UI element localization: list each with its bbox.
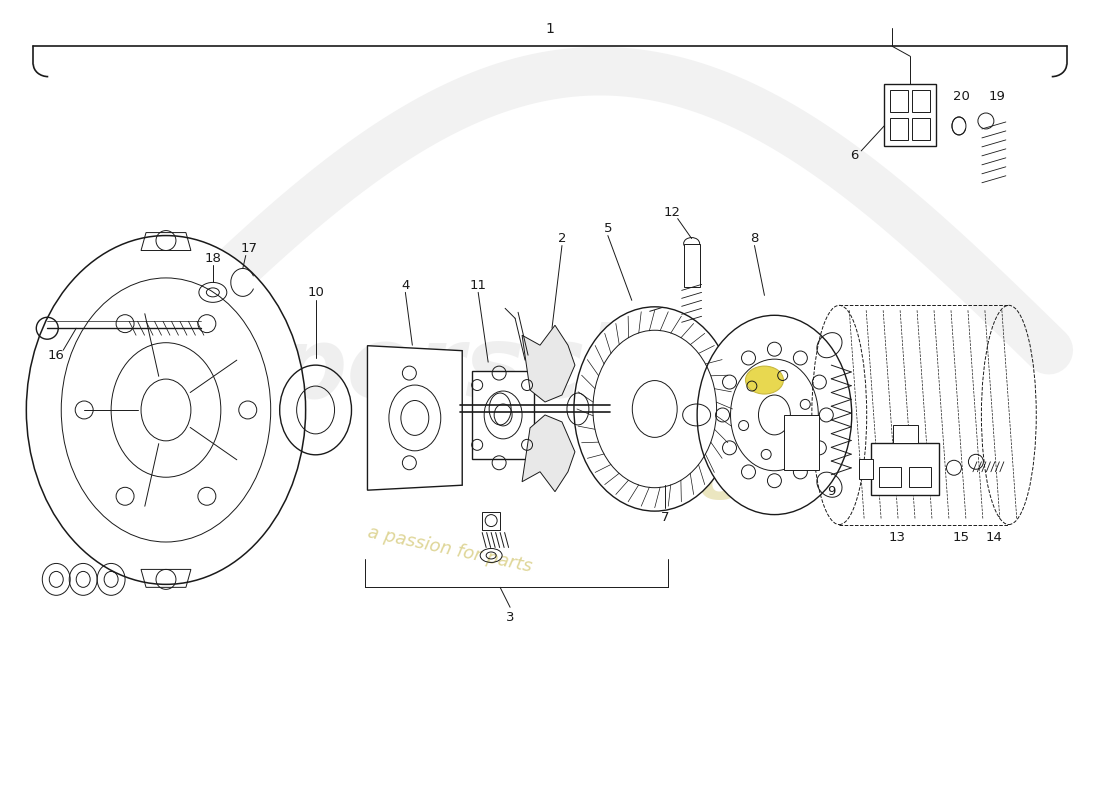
Ellipse shape bbox=[574, 307, 736, 511]
Bar bbox=[909, 466, 931, 486]
Bar bbox=[893, 425, 918, 443]
Text: 12: 12 bbox=[663, 206, 680, 219]
Bar bbox=[890, 90, 909, 112]
Ellipse shape bbox=[697, 315, 851, 514]
Text: 13: 13 bbox=[889, 531, 905, 544]
Text: 3: 3 bbox=[506, 610, 515, 624]
Ellipse shape bbox=[26, 235, 306, 584]
Ellipse shape bbox=[746, 366, 783, 394]
Bar bbox=[912, 118, 930, 140]
Bar bbox=[684, 243, 700, 287]
Text: 2: 2 bbox=[558, 232, 566, 245]
Text: 19: 19 bbox=[989, 90, 1005, 102]
Text: 8: 8 bbox=[750, 232, 759, 245]
Bar bbox=[482, 512, 500, 530]
Text: 6: 6 bbox=[850, 150, 858, 162]
Text: 16: 16 bbox=[47, 349, 65, 362]
Bar bbox=[912, 90, 930, 112]
Text: 10: 10 bbox=[307, 286, 324, 299]
Text: 1: 1 bbox=[546, 22, 554, 36]
Text: 985: 985 bbox=[650, 446, 789, 513]
Polygon shape bbox=[367, 346, 462, 490]
Text: 17: 17 bbox=[240, 242, 257, 255]
Bar bbox=[859, 458, 873, 478]
Bar bbox=[784, 415, 820, 470]
Bar bbox=[884, 84, 936, 146]
Text: a passion for parts: a passion for parts bbox=[366, 523, 535, 576]
Text: 4: 4 bbox=[402, 279, 409, 292]
Text: 11: 11 bbox=[470, 279, 486, 292]
Polygon shape bbox=[522, 415, 575, 492]
Text: 18: 18 bbox=[205, 252, 221, 265]
Text: 15: 15 bbox=[953, 531, 969, 544]
Text: 5: 5 bbox=[604, 222, 612, 235]
Text: 9: 9 bbox=[827, 485, 836, 498]
Text: 14: 14 bbox=[986, 531, 1002, 544]
Text: 7: 7 bbox=[660, 511, 669, 524]
Bar bbox=[879, 466, 901, 486]
Polygon shape bbox=[472, 371, 534, 458]
Text: 20: 20 bbox=[953, 90, 969, 102]
Bar bbox=[890, 118, 909, 140]
Bar bbox=[871, 443, 939, 494]
Text: porsche: porsche bbox=[276, 322, 724, 418]
Polygon shape bbox=[522, 326, 575, 402]
